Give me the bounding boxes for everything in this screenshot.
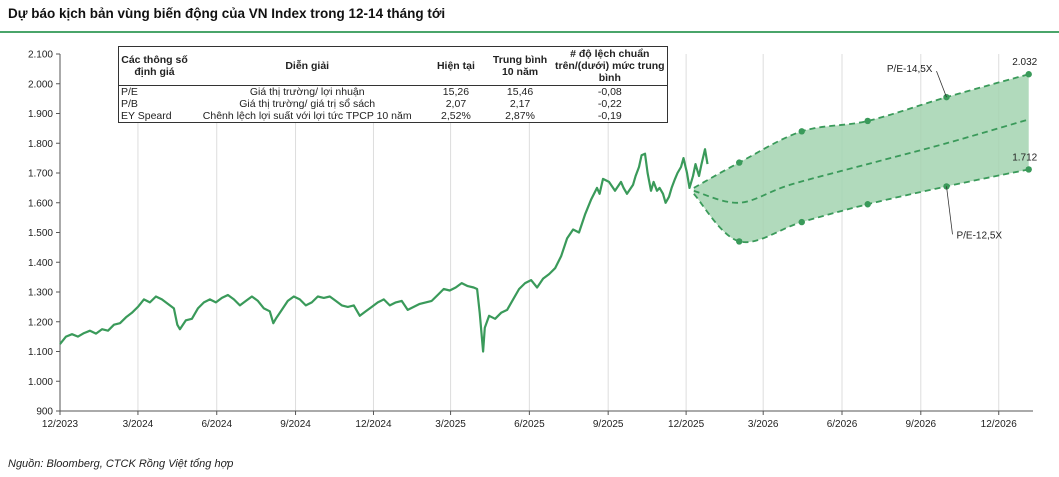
header-desc: Diễn giải xyxy=(285,60,330,72)
valuation-table-header: Các thông số định giá Diễn giải Hiện tại… xyxy=(118,47,668,86)
x-tick-label: 6/2026 xyxy=(827,419,858,430)
lower-label-leader xyxy=(946,186,953,235)
x-tick-label: 12/2026 xyxy=(981,419,1018,430)
row-current: 2,07 xyxy=(445,98,467,110)
lower-bound-line xyxy=(693,168,1029,244)
upper-bound-point xyxy=(736,159,743,166)
table-row: P/E Giá thị trường/ lợi nhuận 15,26 15,4… xyxy=(119,86,668,99)
source-note: Nguồn: Bloomberg, CTCK Rồng Việt tổng hợ… xyxy=(8,458,234,470)
row-param: EY Speard xyxy=(121,110,172,122)
y-tick-label: 1.300 xyxy=(28,288,53,299)
row-avg: 15,46 xyxy=(506,86,534,98)
forecast-band xyxy=(693,74,1029,243)
axis-layer: 12/2023 3/2024 6/2024 9/2024 12/2024 3/2025 6/… xyxy=(28,50,1033,430)
title-divider xyxy=(0,31,1059,33)
header-current: Hiện tại xyxy=(436,60,475,72)
table-row: EY Speard Chênh lệch lợi suất với lợi tứ… xyxy=(119,110,668,123)
y-tick-label: 900 xyxy=(36,407,53,418)
x-tick-label: 6/2024 xyxy=(201,419,232,430)
y-tick-label: 2.000 xyxy=(28,79,53,90)
upper-label-leader xyxy=(936,70,947,98)
x-tick-label: 12/2023 xyxy=(42,419,79,430)
header-avg: Trung bình 10 năm xyxy=(492,54,548,78)
annotation-layer: 2.032 1.712 P/E-14,5X P/E-12,5X xyxy=(887,57,1038,241)
row-desc: Giá thị trường/ giá trị sổ sách xyxy=(239,98,376,110)
x-tick-label: 9/2025 xyxy=(593,419,624,430)
lower-end-value: 1.712 xyxy=(1012,152,1037,163)
row-current: 15,26 xyxy=(442,86,470,98)
x-tick-label: 6/2025 xyxy=(514,419,545,430)
row-desc: Giá thị trường/ lợi nhuận xyxy=(249,86,365,98)
x-tick-label: 3/2026 xyxy=(748,419,779,430)
row-dev: -0,08 xyxy=(597,86,622,98)
upper-series-name: P/E-14,5X xyxy=(887,64,933,75)
upper-bound-point xyxy=(864,117,871,125)
history-line-layer xyxy=(59,148,709,353)
row-dev: -0,19 xyxy=(597,110,622,122)
x-tick-label: 3/2025 xyxy=(435,419,466,430)
y-tick-label: 1.600 xyxy=(28,198,53,209)
header-param: Các thông số định giá xyxy=(121,54,188,78)
lower-bound-point xyxy=(1025,166,1032,173)
upper-end-value: 2.032 xyxy=(1012,57,1037,68)
y-tick-label: 1.800 xyxy=(28,139,53,150)
upper-bound-point xyxy=(1025,71,1032,78)
row-dev: -0,22 xyxy=(597,98,622,110)
table-row: P/B Giá thị trường/ giá trị sổ sách 2,07… xyxy=(119,98,668,110)
row-desc: Chênh lệch lợi suất với lợi tức TPCP 10 … xyxy=(202,110,412,122)
x-tick-label: 12/2025 xyxy=(668,419,705,430)
y-tick-label: 1.500 xyxy=(28,228,53,239)
x-tick-label: 9/2026 xyxy=(905,419,936,430)
x-tick-label: 9/2024 xyxy=(280,419,311,430)
y-tick-label: 1.900 xyxy=(28,109,53,120)
valuation-table: Các thông số định giá Diễn giải Hiện tại… xyxy=(118,46,668,123)
x-tick-label: 12/2024 xyxy=(355,419,392,430)
row-param: P/B xyxy=(121,98,138,110)
header-dev: # độ lệch chuẩn trên/(dưới) mức trung bì… xyxy=(555,48,665,84)
x-tick-label: 3/2024 xyxy=(123,419,154,430)
lower-bound-point xyxy=(864,201,871,208)
y-tick-label: 1.700 xyxy=(28,169,53,180)
lower-bound-point xyxy=(736,238,743,245)
upper-bound-point xyxy=(798,128,805,135)
row-avg: 2,87% xyxy=(505,110,535,122)
vn-index-history-line xyxy=(59,148,709,353)
row-avg: 2,17 xyxy=(509,98,531,110)
row-current: 2,52% xyxy=(441,110,471,122)
y-tick-label: 1.000 xyxy=(28,377,53,388)
forecast-band-layer xyxy=(693,71,1032,245)
y-tick-label: 1.400 xyxy=(28,258,53,269)
lower-series-name: P/E-12,5X xyxy=(956,230,1002,241)
y-tick-label: 1.100 xyxy=(28,347,53,358)
chart-title: Dự báo kịch bản vùng biến động của VN In… xyxy=(8,6,446,21)
row-param: P/E xyxy=(121,86,138,98)
y-tick-label: 1.200 xyxy=(28,317,53,328)
lower-bound-point xyxy=(798,218,805,226)
y-tick-label: 2.100 xyxy=(28,50,53,61)
